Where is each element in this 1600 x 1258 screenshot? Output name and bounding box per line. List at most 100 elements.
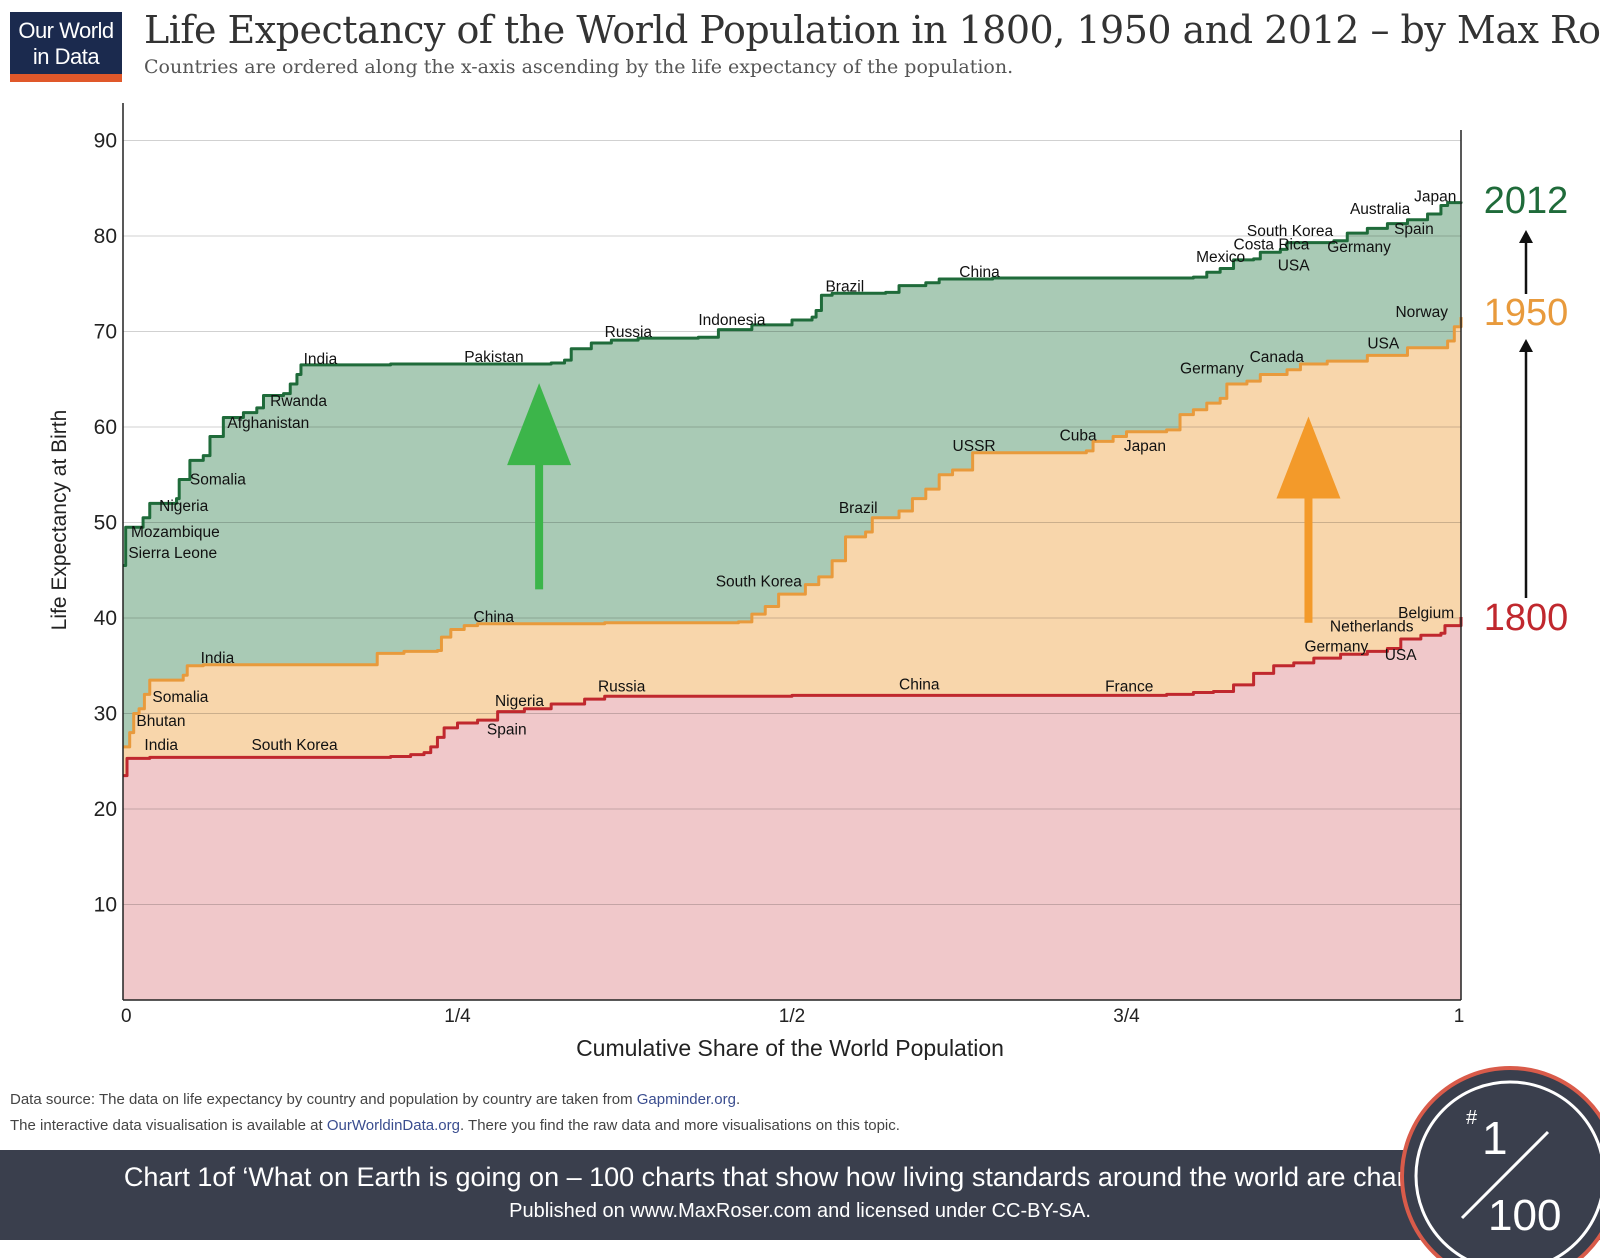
y-tick-label: 20 xyxy=(94,798,117,821)
annotation-1800: India xyxy=(144,737,178,754)
source-text-1-end: . xyxy=(736,1091,741,1108)
logo-accent-bar xyxy=(10,74,122,82)
annotation-1950: Japan xyxy=(1124,438,1166,455)
gapminder-link[interactable]: Gapminder.org xyxy=(636,1091,736,1108)
badge-hash: # xyxy=(1466,1107,1478,1129)
y-tick-label: 50 xyxy=(94,512,117,535)
x-tick-label: 1/2 xyxy=(779,1006,805,1027)
chart-grid xyxy=(123,140,1461,905)
legend-arrowhead-1950 xyxy=(1519,339,1533,352)
annotation-2012: Sierra Leone xyxy=(128,545,217,562)
line-2012 xyxy=(123,201,1463,567)
legend-year-1950: 1950 xyxy=(1484,292,1569,334)
annotation-1800: Russia xyxy=(598,679,646,696)
y-tick-label: 90 xyxy=(94,130,117,153)
badge-slash xyxy=(1460,1130,1550,1220)
annotation-2012: Spain xyxy=(1394,221,1434,238)
life-expectancy-chart: 10 20 30 40 50 60 70 80 90 0 1/4 1/2 3/4 1 Cumulative … xyxy=(48,103,1569,1060)
chart-legend: 2012 1950 1800 xyxy=(1484,180,1569,639)
annotation-2012: Indonesia xyxy=(698,312,766,329)
x-axis-title: Cumulative Share of the World Population xyxy=(576,1035,1004,1060)
our-world-in-data-logo[interactable]: Our World in Data xyxy=(10,12,122,82)
y-tick-label: 30 xyxy=(94,703,117,726)
annotation-1800: USA xyxy=(1385,647,1418,664)
annotation-2012: Rwanda xyxy=(270,393,327,410)
annotation-2012: China xyxy=(959,264,1000,281)
legend-year-1800: 1800 xyxy=(1484,597,1569,639)
annotation-1950: Canada xyxy=(1250,349,1305,366)
x-tick-label: 1/4 xyxy=(444,1006,471,1027)
annotation-2012: Mozambique xyxy=(131,524,220,541)
annotation-2012: Brazil xyxy=(825,278,864,295)
chart-number-badge: # 1 100 xyxy=(1400,1066,1600,1258)
badge-inner-ring xyxy=(1414,1080,1600,1258)
owid-link[interactable]: OurWorldinData.org xyxy=(326,1117,460,1134)
footer-banner: Chart 1of ‘What on Earth is going on – 1… xyxy=(0,1150,1600,1240)
annotation-1800: Germany xyxy=(1304,638,1368,655)
annotation-2012: Australia xyxy=(1350,201,1411,218)
area-1800 xyxy=(123,617,1461,1000)
source-line-2: The interactive data visualisation is av… xyxy=(10,1117,900,1134)
annotation-1950: Bhutan xyxy=(136,713,185,730)
annotation-2012: Costa Rica xyxy=(1234,236,1310,253)
y-tick-label: 70 xyxy=(94,321,117,344)
green-arrow-head xyxy=(507,383,572,466)
chart-axes: 10 20 30 40 50 60 70 80 90 0 1/4 1/2 3/4 1 Cumulative … xyxy=(48,103,1464,1060)
annotation-1800: Netherlands xyxy=(1330,618,1414,635)
logo-line-1: Our World xyxy=(18,18,114,43)
chart-annotations: India Pakistan Russia Indonesia Brazil China R… xyxy=(128,189,1456,754)
chart-arrows xyxy=(507,383,1341,623)
annotation-2012: Pakistan xyxy=(464,349,523,366)
legend-year-2012: 2012 xyxy=(1484,180,1569,222)
x-tick-label: 0 xyxy=(121,1006,132,1027)
line-1950 xyxy=(123,317,1463,749)
line-1800 xyxy=(123,617,1463,778)
badge-number: 1 xyxy=(1482,1112,1508,1164)
badge-total: 100 xyxy=(1488,1191,1561,1240)
annotation-1800: Nigeria xyxy=(495,693,544,710)
annotation-1950: South Korea xyxy=(716,573,803,590)
y-tick-label: 10 xyxy=(94,894,117,917)
x-tick-label: 1 xyxy=(1454,1006,1465,1027)
source-text-2: The interactive data visualisation is av… xyxy=(10,1117,327,1134)
chart-subtitle: Countries are ordered along the x-axis a… xyxy=(144,56,1014,78)
chart-lines xyxy=(123,201,1463,778)
annotation-1950: Cuba xyxy=(1060,427,1097,444)
y-tick-label: 60 xyxy=(94,416,117,439)
orange-arrow-head xyxy=(1276,416,1341,499)
source-text-2-end: . There you find the raw data and more v… xyxy=(459,1117,900,1134)
annotation-1950: India xyxy=(201,650,235,667)
x-tick-label: 3/4 xyxy=(1113,1006,1140,1027)
annotation-2012: USA xyxy=(1278,257,1311,274)
source-text-1: Data source: The data on life expectancy… xyxy=(10,1091,637,1108)
annotation-2012: Japan xyxy=(1414,189,1456,206)
y-axis-title: Life Expectancy at Birth xyxy=(48,410,71,631)
annotation-1800: Spain xyxy=(487,722,527,739)
annotation-1800: South Korea xyxy=(251,737,338,754)
chart-title: Life Expectancy of the World Population … xyxy=(144,8,1600,52)
annotation-1800: Belgium xyxy=(1398,605,1454,622)
annotation-2012: Mexico xyxy=(1196,249,1245,266)
footer-line-2: Published on www.MaxRoser.com and licens… xyxy=(509,1200,1091,1222)
annotation-2012: South Korea xyxy=(1247,223,1334,240)
chart-areas xyxy=(123,201,1461,1000)
y-tick-label: 40 xyxy=(94,607,117,630)
y-tick-label: 80 xyxy=(94,225,117,248)
annotation-1800: China xyxy=(899,677,940,694)
badge-outer-ring xyxy=(1400,1066,1600,1258)
annotation-1950: USSR xyxy=(953,438,996,455)
logo-line-2: in Data xyxy=(32,44,100,69)
footer-line-1: Chart 1of ‘What on Earth is going on – 1… xyxy=(123,1162,1477,1192)
source-line-1: Data source: The data on life expectancy… xyxy=(10,1091,740,1108)
annotation-2012: Somalia xyxy=(190,471,246,488)
annotation-1950: Norway xyxy=(1395,304,1448,321)
annotation-1950: Germany xyxy=(1180,361,1244,378)
annotation-2012: Afghanistan xyxy=(227,415,309,432)
annotation-1800: France xyxy=(1105,679,1153,696)
annotation-1950: Somalia xyxy=(152,689,208,706)
annotation-2012: Russia xyxy=(605,324,653,341)
annotation-2012: India xyxy=(304,351,338,368)
annotation-2012: Germany xyxy=(1327,239,1391,256)
legend-arrowhead-2012 xyxy=(1519,230,1533,243)
annotation-1950: Brazil xyxy=(839,500,878,517)
